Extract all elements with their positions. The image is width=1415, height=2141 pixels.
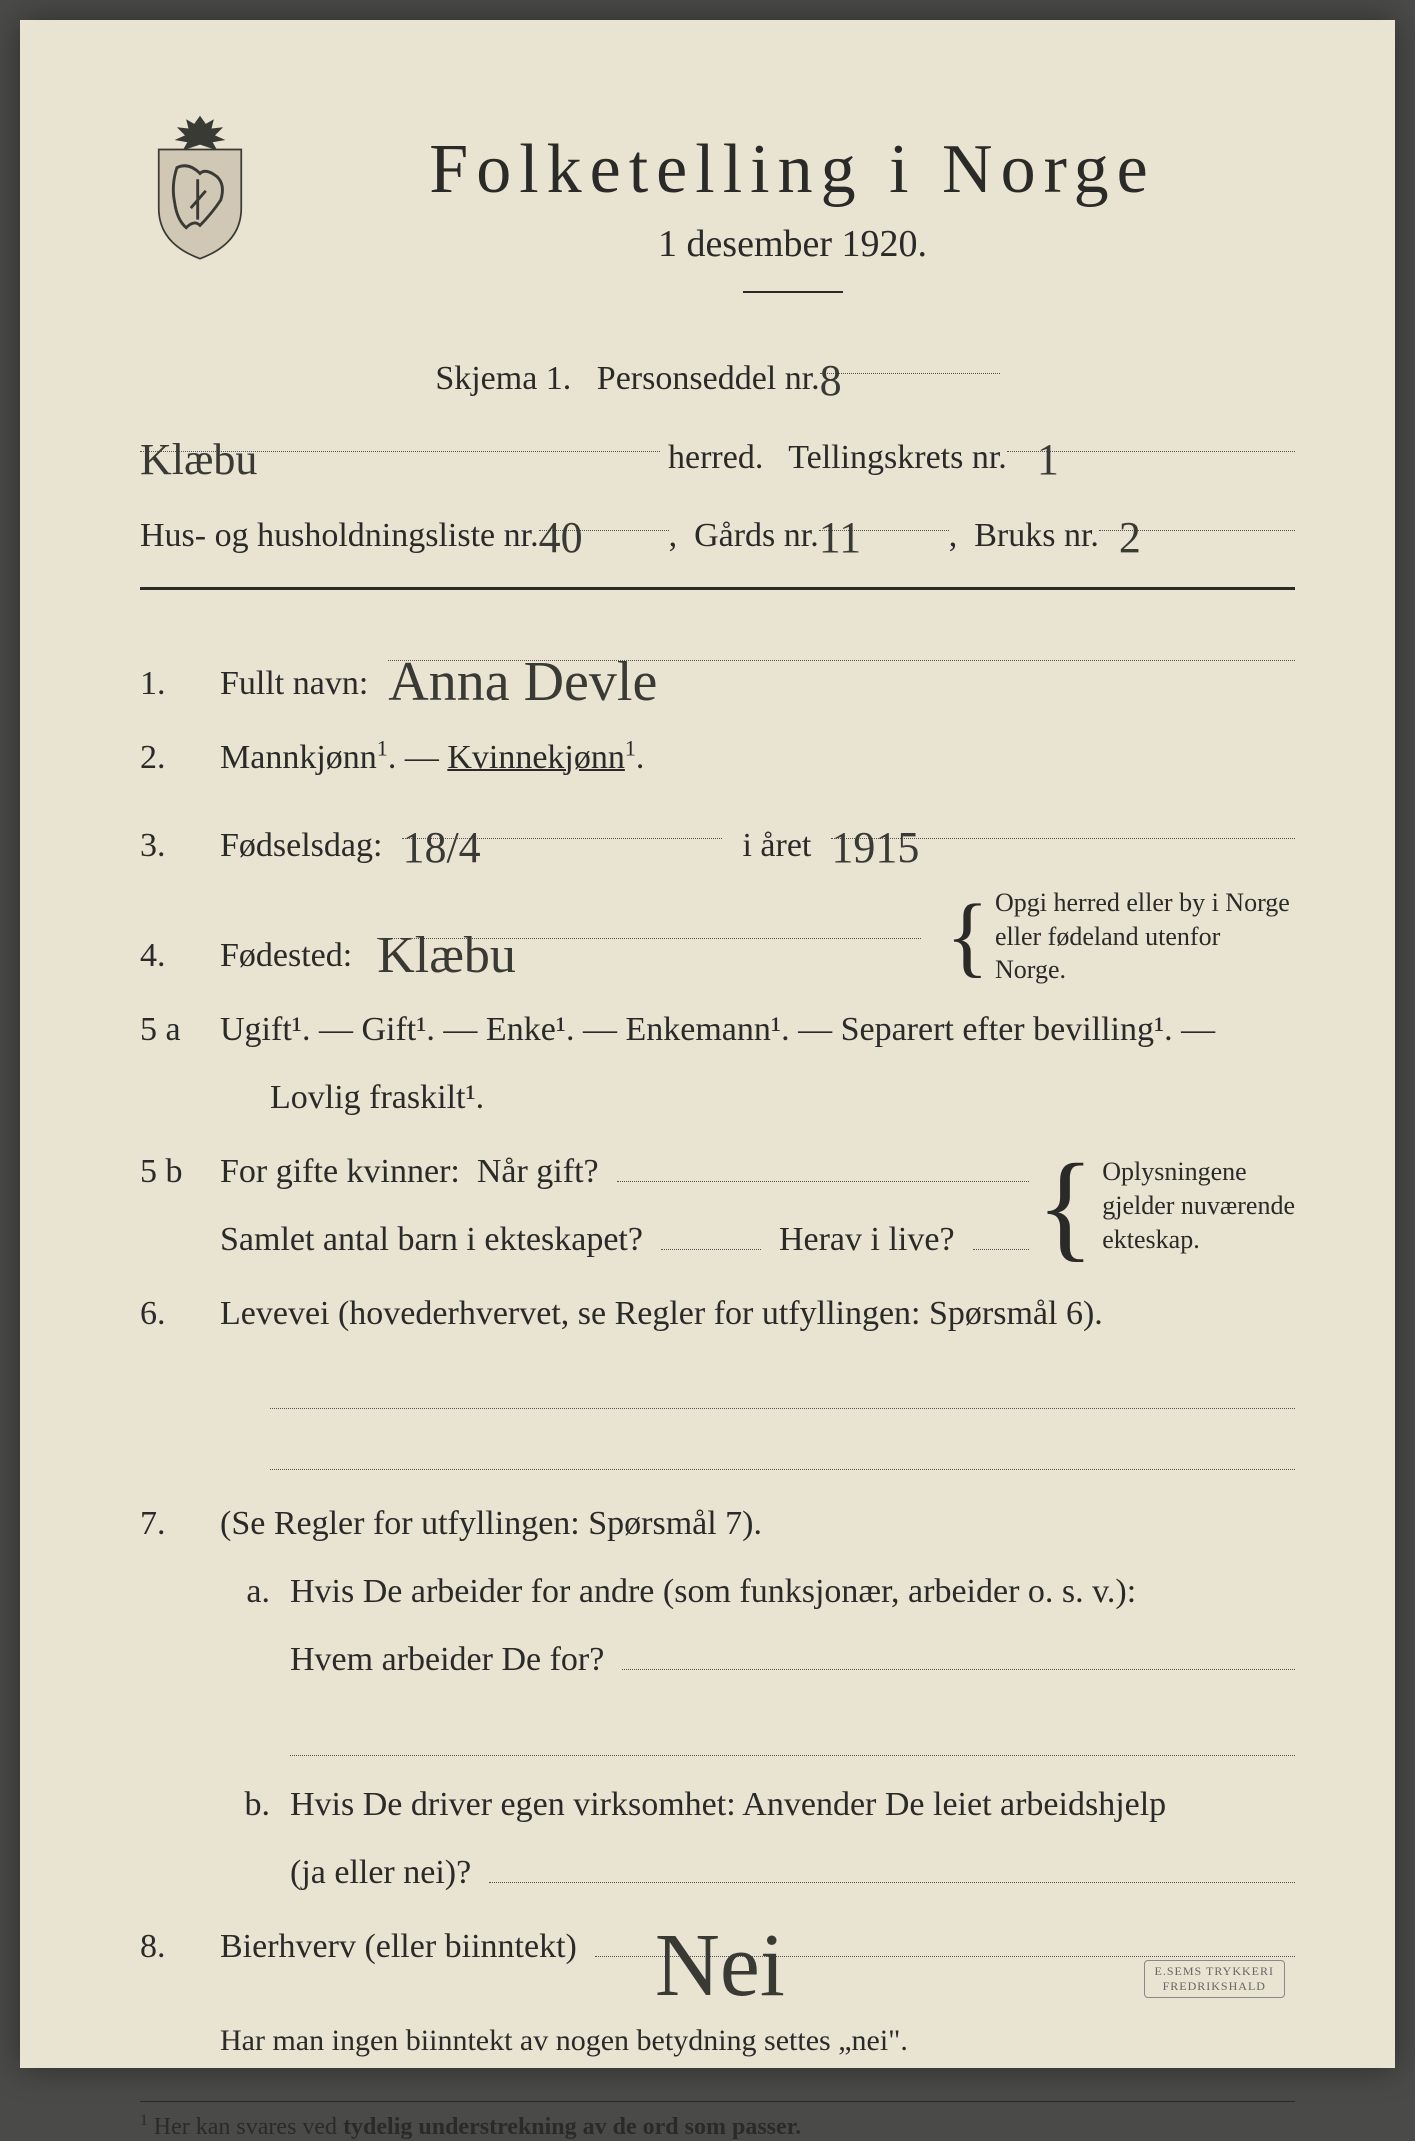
main-divider <box>140 587 1295 590</box>
q5a: 5 a Ugift¹. — Gift¹. — Enke¹. — Enkemann… <box>140 996 1295 1132</box>
q7b-line1: Hvis De driver egen virksomhet: Anvender… <box>290 1771 1166 1839</box>
q3: 3. Fødselsdag: 18/4 i året 1915 <box>140 798 1295 880</box>
hus-label: Hus- og husholdningsliste nr. <box>140 504 539 569</box>
q2-num: 2. <box>140 724 210 792</box>
q3-num: 3. <box>140 812 210 880</box>
q4-side: { Opgi herred eller by i Norge eller fød… <box>946 886 1295 987</box>
q8-num: 8. <box>140 1913 210 1981</box>
q7: 7. (Se Regler for utfyllingen: Spørsmål … <box>140 1490 1295 1906</box>
q4-value: Klæbu <box>377 927 516 984</box>
q5a-num: 5 a <box>140 996 210 1064</box>
title-block: Folketelling i Norge 1 desember 1920. <box>290 110 1295 323</box>
printer-stamp: E.SEMS TRYKKERI FREDRIKSHALD <box>1144 1960 1285 1998</box>
q6-line1 <box>270 1348 1295 1409</box>
q5a-options: Ugift¹. — Gift¹. — Enke¹. — Enkemann¹. —… <box>220 996 1215 1064</box>
bruks-label: , Bruks nr. <box>949 504 1099 569</box>
herred-label: herred. Tellingskrets nr. <box>660 426 1007 491</box>
q7b-line2: (ja eller nei)? <box>290 1839 471 1907</box>
q8-label: Bierhverv (eller biinntekt) <box>220 1913 577 1981</box>
q3-value-a: 18/4 <box>402 823 480 872</box>
skjema-label: Skjema 1. Personseddel nr. <box>435 347 819 412</box>
q3-label-a: Fødselsdag: <box>220 812 382 880</box>
q4-side2: eller fødeland utenfor Norge. <box>995 920 1295 988</box>
q6: 6. Levevei (hovederhvervet, se Regler fo… <box>140 1280 1295 1470</box>
tellingskrets-nr: 1 <box>1007 435 1059 484</box>
census-form-page: Folketelling i Norge 1 desember 1920. Sk… <box>20 20 1395 2068</box>
herred-value: Klæbu <box>140 435 257 484</box>
footnote-text: Her kan svares ved tydelig understreknin… <box>154 2114 801 2140</box>
hus-row: Hus- og husholdningsliste nr. 40 , Gårds… <box>140 490 1295 569</box>
personseddel-nr: 8 <box>820 356 842 405</box>
footnote: 1 Her kan svares ved tydelig understrekn… <box>140 2101 1295 2141</box>
q2-text: Mannkjønn1. — Kvinnekjønn1. <box>220 724 644 792</box>
q7-num: 7. <box>140 1490 210 1558</box>
q8-signature: Nei <box>655 1876 785 2056</box>
q1: 1. Fullt navn: Anna Devle <box>140 620 1295 718</box>
herred-row: Klæbu herred. Tellingskrets nr. 1 <box>140 412 1295 491</box>
q3-value-b: 1915 <box>831 823 919 872</box>
q4-label: Fødested: <box>220 922 352 990</box>
q6-num: 6. <box>140 1280 210 1348</box>
coat-of-arms-icon <box>140 110 260 260</box>
q6-text: Levevei (hovederhvervet, se Regler for u… <box>220 1280 1103 1348</box>
q5b-l2b: Herav i live? <box>779 1206 955 1274</box>
q1-value: Anna Devle <box>388 651 657 713</box>
hus-nr: 40 <box>539 513 583 562</box>
subtitle: 1 desember 1920. <box>290 222 1295 266</box>
gards-nr: 11 <box>819 513 861 562</box>
header: Folketelling i Norge 1 desember 1920. <box>140 110 1295 323</box>
q2: 2. Mannkjønn1. — Kvinnekjønn1. <box>140 724 1295 792</box>
q1-num: 1. <box>140 650 210 718</box>
bruks-nr: 2 <box>1099 513 1141 562</box>
title-divider <box>743 291 843 293</box>
q7-head: (Se Regler for utfyllingen: Spørsmål 7). <box>220 1490 762 1558</box>
skjema-row: Skjema 1. Personseddel nr. 8 <box>140 333 1295 412</box>
q4: 4. Fødested: Klæbu { Opgi herred eller b… <box>140 886 1295 990</box>
q4-side1: Opgi herred eller by i Norge <box>995 886 1295 920</box>
q5a-options2: Lovlig fraskilt¹. <box>270 1064 484 1132</box>
q6-line2 <box>270 1409 1295 1470</box>
gards-label: , Gårds nr. <box>669 504 819 569</box>
q5b-num: 5 b <box>140 1138 210 1206</box>
q5b-side: Oplysningene gjelder nuværende ekteskap. <box>1102 1155 1295 1256</box>
q5b-l1: For gifte kvinner: Når gift? <box>220 1138 599 1206</box>
main-title: Folketelling i Norge <box>290 130 1295 210</box>
q8: 8. Bierhverv (eller biinntekt) Nei <box>140 1913 1295 1981</box>
q7b-label: b. <box>220 1771 280 1839</box>
q7a-label: a. <box>220 1558 280 1626</box>
q4-num: 4. <box>140 922 210 990</box>
q7a-line1: Hvis De arbeider for andre (som funksjon… <box>290 1558 1136 1626</box>
q7a-blank <box>290 1694 1295 1755</box>
q5b: 5 b For gifte kvinner: Når gift? Samlet … <box>140 1138 1295 1274</box>
q3-label-b: i året <box>742 812 811 880</box>
q1-label: Fullt navn: <box>220 650 368 718</box>
q7a-line2: Hvem arbeider De for? <box>290 1626 604 1694</box>
q5b-l2a: Samlet antal barn i ekteskapet? <box>220 1206 643 1274</box>
